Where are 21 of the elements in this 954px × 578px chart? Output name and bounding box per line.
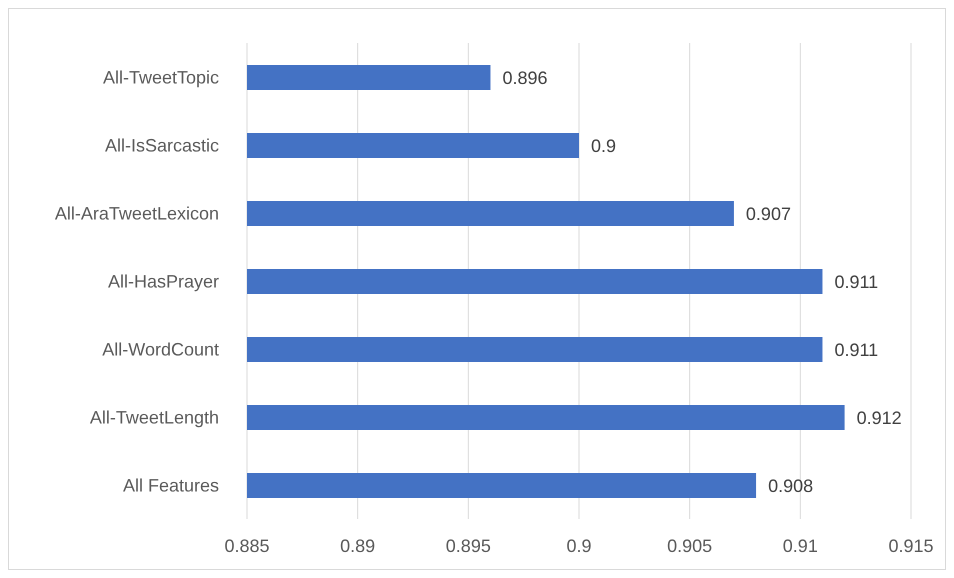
y-tick-label: All-WordCount [102, 339, 219, 360]
data-label: 0.896 [502, 68, 548, 88]
y-tick-label: All-HasPrayer [108, 271, 219, 292]
data-label: 0.908 [768, 476, 814, 496]
x-tick-label: 0.89 [340, 536, 376, 556]
y-tick-label: All-TweetTopic [102, 67, 219, 88]
x-tick-label: 0.9 [566, 536, 592, 556]
y-tick-label: All-AraTweetLexicon [54, 203, 219, 224]
y-tick-label: All-IsSarcastic [104, 135, 219, 156]
data-label: 0.911 [834, 272, 878, 292]
x-tick-label: 0.91 [782, 536, 818, 556]
data-label: 0.907 [746, 204, 791, 224]
data-label: 0.912 [856, 408, 902, 428]
y-tick-label: All Features [122, 475, 219, 496]
x-tick-label: 0.885 [224, 536, 270, 556]
y-tick-label: All-TweetLength [90, 407, 219, 428]
x-tick-label: 0.895 [446, 536, 491, 556]
data-label: 0.911 [834, 340, 878, 360]
x-tick-label: 0.915 [888, 536, 934, 556]
data-label: 0.9 [591, 136, 616, 156]
x-tick-label: 0.905 [667, 536, 712, 556]
